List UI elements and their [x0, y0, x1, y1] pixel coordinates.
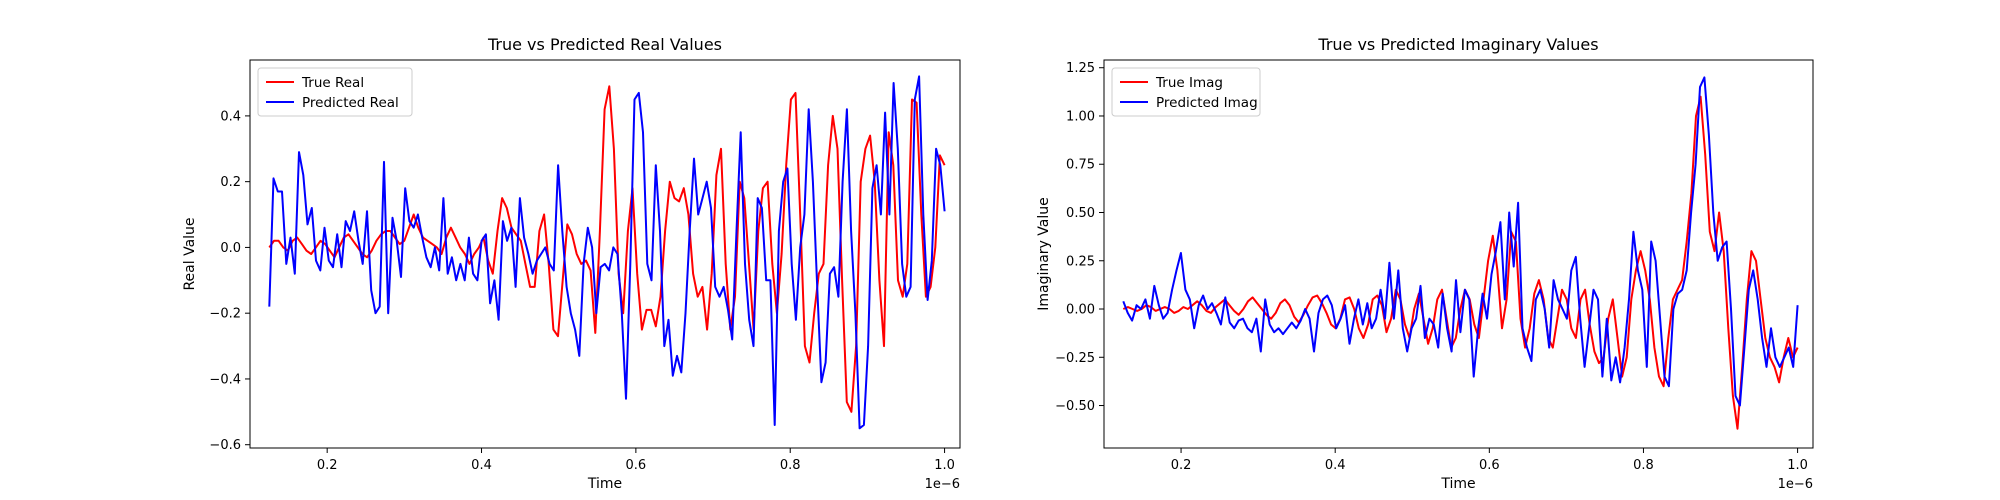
x-offset-label: 1e−6: [925, 477, 960, 492]
x-tick-label: 0.2: [1171, 458, 1192, 473]
y-tick-label: 1.00: [1066, 109, 1095, 124]
y-tick-label: 1.25: [1066, 61, 1095, 76]
x-tick-label: 0.4: [471, 458, 492, 473]
y-tick-label: 0.4: [220, 109, 241, 124]
y-tick-label: 0.00: [1066, 303, 1095, 318]
chart-title: True vs Predicted Imaginary Values: [1317, 35, 1598, 54]
x-tick-label: 0.2: [317, 458, 338, 473]
series-line-predicted: [1122, 76, 1799, 407]
x-tick-label: 1.0: [934, 458, 955, 473]
chart-title: True vs Predicted Real Values: [487, 35, 722, 54]
legend-box: [1111, 67, 1261, 117]
x-tick-label: 0.6: [1479, 458, 1500, 473]
y-tick-label: 0.75: [1066, 158, 1095, 173]
series-line-true: [268, 85, 946, 413]
axes-frame: [249, 59, 961, 449]
legend: True Real Predicted Real: [257, 67, 413, 117]
x-tick-label: 0.8: [780, 458, 801, 473]
legend-label: Predicted Imag: [1156, 95, 1258, 111]
x-tick-label: 0.8: [1633, 458, 1654, 473]
imag-values-chart: True vs Predicted Imaginary Values Time …: [1036, 35, 1814, 492]
legend-label: True Real: [301, 75, 364, 91]
x-axis-label: Time: [587, 476, 622, 492]
y-axis-label: Real Value: [182, 217, 198, 290]
y-tick-label: 0.25: [1066, 254, 1095, 269]
y-tick-label: −0.25: [1055, 351, 1095, 366]
x-axis-label: Time: [1440, 476, 1475, 492]
x-tick-label: 1.0: [1787, 458, 1808, 473]
legend-label: True Imag: [1155, 75, 1223, 91]
legend-label: Predicted Real: [302, 95, 399, 111]
legend-box: [257, 67, 413, 117]
y-tick-label: −0.2: [209, 307, 241, 322]
axes-frame: [1103, 59, 1814, 449]
x-tick-label: 0.4: [1325, 458, 1346, 473]
legend: True Imag Predicted Imag: [1111, 67, 1261, 117]
series-line-true: [1122, 95, 1799, 430]
y-tick-label: 0.50: [1066, 206, 1095, 221]
x-offset-label: 1e−6: [1778, 477, 1813, 492]
series-line-predicted: [268, 75, 946, 430]
x-tick-label: 0.6: [626, 458, 647, 473]
y-tick-label: −0.4: [209, 372, 241, 387]
y-tick-label: 0.0: [220, 241, 241, 256]
y-axis-label: Imaginary Value: [1036, 197, 1052, 311]
y-tick-label: 0.2: [220, 175, 241, 190]
y-tick-label: −0.50: [1055, 399, 1095, 414]
y-tick-label: −0.6: [209, 438, 241, 453]
real-values-chart: True vs Predicted Real Values Time Real …: [182, 35, 961, 492]
